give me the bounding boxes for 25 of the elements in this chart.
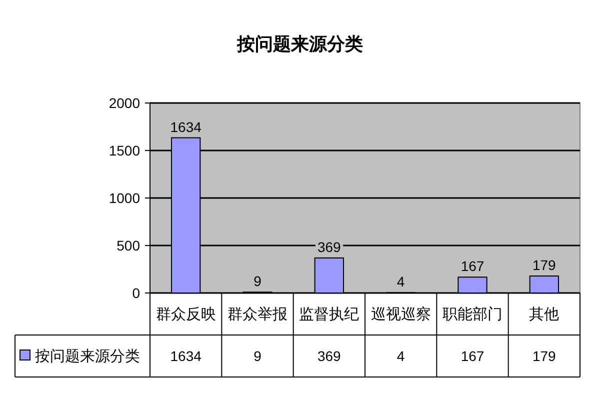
y-tick-label: 500 [116, 238, 140, 254]
text: 369 [317, 238, 341, 255]
x-tick-label: 巡视巡察 [370, 306, 431, 323]
y-tick-label: 1500 [108, 142, 140, 158]
y-tick-label: 1000 [108, 190, 140, 206]
x-tick-label: 群众反映 [156, 306, 216, 323]
x-tick-label: 职能部门 [442, 306, 502, 323]
y-tick-label: 0 [132, 285, 140, 301]
chart-title: 按问题来源分类 [236, 34, 363, 54]
legend-label: 按问题来源分类 [35, 348, 140, 365]
data-label: 179 [532, 348, 556, 364]
data-label: 1634 [170, 348, 202, 364]
data-label: 9 [254, 348, 262, 364]
text: 179 [532, 256, 556, 273]
data-label: 4 [396, 348, 405, 364]
text: 167 [460, 258, 484, 274]
text: 1634 [170, 118, 202, 135]
x-tick-label: 其他 [529, 306, 560, 323]
text: 9 [254, 273, 262, 290]
x-tick-label: 监督执纪 [299, 306, 360, 323]
data-label: 167 [460, 348, 484, 364]
x-tick-label: 群众举报 [228, 306, 288, 323]
text: 4 [396, 274, 405, 290]
y-tick-label: 2000 [108, 95, 140, 111]
data-label: 369 [317, 348, 342, 364]
